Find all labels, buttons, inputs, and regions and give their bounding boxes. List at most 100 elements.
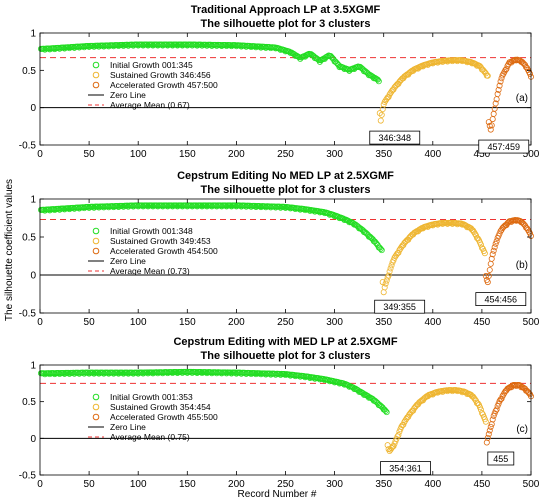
annotation-box bbox=[478, 139, 530, 154]
legend-label: Sustained Growth 349:453 bbox=[110, 236, 211, 246]
data-point bbox=[497, 228, 504, 235]
y-tick-label: 0.5 bbox=[22, 66, 36, 77]
legend-label: Accelerated Growth 455:500 bbox=[110, 412, 218, 422]
data-point bbox=[381, 98, 388, 105]
data-point bbox=[387, 89, 394, 96]
data-point bbox=[383, 95, 390, 102]
data-point bbox=[487, 126, 494, 133]
y-tick-label: 0.5 bbox=[22, 233, 36, 244]
x-tick-label: 100 bbox=[130, 149, 147, 160]
panel-tag: (c) bbox=[516, 424, 528, 435]
legend-marker bbox=[92, 237, 100, 245]
data-point bbox=[472, 396, 479, 403]
legend-label: Average Mean (0.75) bbox=[110, 432, 190, 442]
legend-marker bbox=[92, 61, 100, 69]
x-tick-label: 500 bbox=[523, 149, 540, 160]
data-point bbox=[481, 250, 488, 257]
data-point bbox=[478, 244, 485, 251]
data-point bbox=[388, 262, 395, 269]
data-point bbox=[471, 229, 478, 236]
data-point bbox=[382, 407, 389, 414]
legend-label: Initial Growth 001:353 bbox=[110, 392, 193, 402]
data-point bbox=[393, 251, 400, 258]
data-point bbox=[497, 396, 504, 403]
annotation-label: 455 bbox=[493, 454, 508, 464]
figure-x-axis-label: Record Number # bbox=[238, 489, 317, 500]
legend-label: Zero Line bbox=[110, 422, 146, 432]
data-point bbox=[402, 417, 409, 424]
data-point bbox=[500, 223, 507, 230]
data-point bbox=[497, 78, 504, 85]
data-point bbox=[401, 240, 408, 247]
data-point bbox=[358, 64, 365, 71]
data-point bbox=[397, 245, 404, 252]
data-point bbox=[486, 266, 493, 273]
x-tick-label: 400 bbox=[424, 149, 441, 160]
y-tick-label: 0.5 bbox=[22, 397, 36, 408]
x-tick-label: 450 bbox=[474, 317, 491, 328]
data-point bbox=[526, 390, 533, 397]
legend-label: Zero Line bbox=[110, 256, 146, 266]
data-point bbox=[386, 268, 393, 275]
annotation-box bbox=[369, 130, 421, 145]
data-point bbox=[363, 229, 370, 236]
data-point bbox=[474, 400, 481, 407]
data-point bbox=[408, 409, 415, 416]
chart-panel-1: Traditional Approach LP at 3.5XGMF The si… bbox=[19, 4, 540, 160]
data-point bbox=[378, 247, 385, 254]
x-tick-label: 150 bbox=[179, 317, 196, 328]
data-point bbox=[377, 117, 384, 124]
data-point bbox=[388, 445, 395, 452]
plot-area bbox=[40, 199, 531, 313]
data-point bbox=[379, 279, 386, 286]
y-tick-label: -0.5 bbox=[19, 309, 37, 320]
legend-marker bbox=[92, 247, 100, 255]
data-point bbox=[490, 247, 497, 254]
x-tick-label: 450 bbox=[474, 149, 491, 160]
data-point bbox=[381, 284, 388, 291]
y-tick-label: -0.5 bbox=[19, 141, 37, 152]
data-point bbox=[391, 254, 398, 261]
x-tick-label: 500 bbox=[523, 317, 540, 328]
data-point bbox=[418, 225, 425, 232]
legend-marker bbox=[92, 81, 100, 89]
data-point bbox=[485, 119, 492, 126]
data-point bbox=[493, 406, 500, 413]
x-tick-label: 250 bbox=[277, 149, 294, 160]
data-point bbox=[341, 381, 348, 388]
x-tick-label: 400 bbox=[424, 317, 441, 328]
data-point bbox=[474, 235, 481, 242]
data-point bbox=[388, 88, 395, 95]
legend-marker bbox=[92, 393, 100, 401]
data-point bbox=[421, 394, 428, 401]
data-point bbox=[524, 225, 531, 232]
data-point bbox=[495, 86, 502, 93]
data-point bbox=[482, 273, 489, 280]
chart-subtitle: The silhouette plot for 3 clusters bbox=[201, 184, 371, 196]
data-point bbox=[476, 63, 483, 70]
legend-label: Accelerated Growth 457:500 bbox=[110, 80, 218, 90]
x-tick-label: 350 bbox=[375, 149, 392, 160]
chart-panels: Traditional Approach LP at 3.5XGMF The si… bbox=[19, 4, 540, 490]
x-tick-label: 450 bbox=[474, 479, 491, 490]
data-point bbox=[527, 70, 534, 77]
data-point bbox=[378, 111, 385, 118]
series-3 bbox=[485, 56, 535, 133]
data-point bbox=[383, 277, 390, 284]
data-point bbox=[489, 416, 496, 423]
series-2 bbox=[384, 387, 489, 455]
x-tick-label: 250 bbox=[277, 317, 294, 328]
data-point bbox=[487, 423, 494, 430]
x-tick-label: 250 bbox=[277, 479, 294, 490]
y-tick-label: 1 bbox=[30, 195, 36, 206]
data-point bbox=[489, 251, 496, 258]
data-point bbox=[374, 76, 381, 83]
data-point bbox=[346, 383, 353, 390]
data-point bbox=[324, 53, 331, 60]
chart-title: Cepstrum Editing No MED LP at 2.5XGMF bbox=[177, 170, 394, 182]
legend-label: Sustained Growth 354:454 bbox=[110, 402, 211, 412]
